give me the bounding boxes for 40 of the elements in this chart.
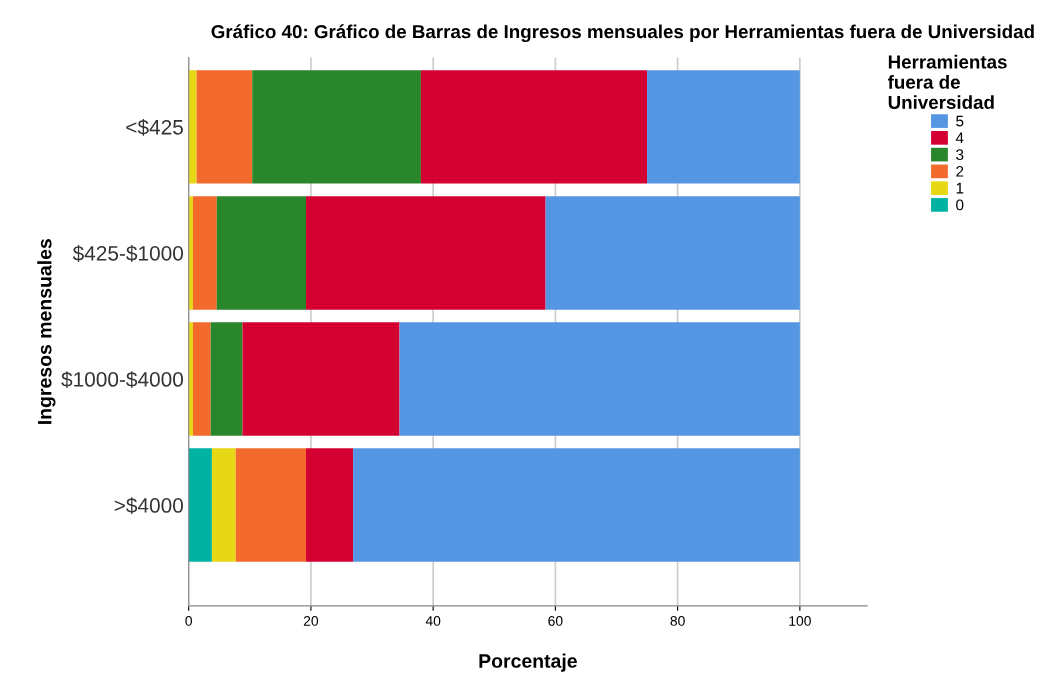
bar — [188, 70, 197, 184]
bar — [188, 196, 193, 310]
x-tick-label: 20 — [303, 616, 319, 626]
x-tick-label: 60 — [548, 616, 563, 626]
legend-label: 3 — [956, 149, 964, 160]
bar — [210, 322, 243, 436]
bar — [188, 322, 193, 436]
legend-label: 5 — [956, 115, 964, 127]
y-tick-label: $1000-$4000 — [61, 371, 184, 388]
y-tick-label: $425-$1000 — [72, 245, 184, 262]
x-axis-title: Porcentaje — [479, 653, 577, 672]
legend-title: Herramientas fuera de Universidad — [887, 54, 1007, 110]
x-tick-label: 40 — [425, 616, 441, 626]
x-tick-label: 80 — [670, 616, 685, 626]
legend-label: 2 — [956, 165, 964, 177]
bar — [196, 70, 253, 184]
bar — [545, 196, 800, 310]
y-axis-title: Ingresos mensuales — [37, 239, 56, 424]
legend-label: 1 — [956, 182, 964, 194]
bar — [192, 322, 211, 436]
bar — [211, 448, 236, 562]
x-tick-label: 0 — [185, 616, 192, 626]
bar — [306, 196, 546, 310]
bar — [235, 448, 307, 562]
y-tick-label: >$4000 — [114, 497, 184, 515]
bar — [353, 448, 800, 562]
bar — [242, 322, 400, 436]
bar — [647, 70, 800, 184]
bar — [399, 322, 800, 436]
chart-title: Gráfico 40: Gráfico de Barras de Ingresos mensuales por Herramientas fuera de Universidad — [211, 24, 1034, 43]
bar — [216, 196, 307, 310]
y-tick-label: <$425 — [126, 119, 183, 136]
x-tick-label: 100 — [789, 616, 811, 626]
bar — [192, 196, 217, 310]
legend-label: 4 — [955, 132, 964, 144]
legend-label: 0 — [956, 199, 964, 211]
bar — [188, 448, 212, 562]
bar — [252, 70, 421, 184]
bar — [306, 448, 354, 562]
bar — [420, 70, 648, 184]
